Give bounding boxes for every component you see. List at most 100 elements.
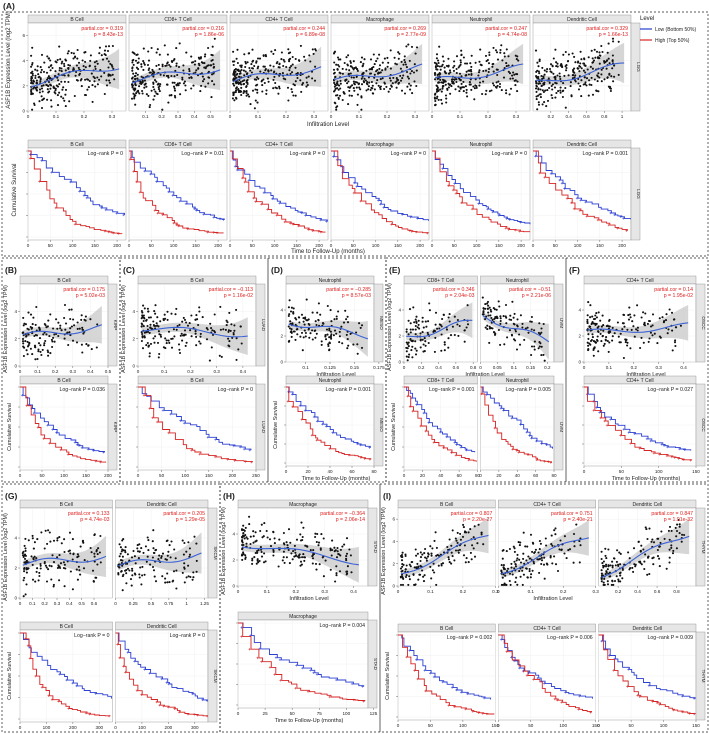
data-point — [489, 308, 492, 311]
x-tick-label: 0.1 — [302, 365, 309, 370]
data-point — [269, 64, 272, 67]
data-point — [518, 558, 521, 561]
data-point — [136, 73, 139, 76]
data-point — [551, 544, 554, 547]
data-point — [587, 301, 590, 304]
data-point — [67, 343, 70, 347]
data-point — [224, 328, 227, 331]
data-point — [578, 561, 581, 564]
data-point — [360, 83, 364, 86]
data-point — [288, 313, 291, 316]
data-point — [492, 307, 495, 310]
data-point — [440, 102, 444, 105]
data-point — [443, 343, 446, 346]
data-point — [454, 537, 457, 540]
data-point — [658, 557, 661, 560]
p-value-label: p = 1.29e-05 — [176, 517, 205, 523]
data-point — [447, 57, 450, 60]
facet-title: Dendritic Cell — [147, 624, 177, 630]
data-point — [228, 340, 231, 343]
data-point — [526, 576, 529, 579]
data-point — [43, 547, 46, 550]
data-point — [495, 86, 498, 89]
data-point — [514, 330, 517, 333]
y-axis-label: Cumulative Survival — [273, 401, 279, 449]
data-point — [646, 537, 649, 541]
data-point — [203, 62, 206, 65]
data-point — [477, 523, 480, 526]
data-point — [594, 56, 597, 59]
data-point — [472, 85, 475, 88]
x-tick-label: 0.3 — [321, 589, 328, 594]
data-point — [251, 48, 254, 51]
data-point — [532, 542, 535, 545]
data-point — [348, 548, 351, 551]
data-point — [119, 546, 122, 549]
data-point — [58, 554, 61, 557]
data-point — [305, 76, 308, 79]
data-point — [164, 347, 167, 350]
x-tick-label: 0 — [19, 473, 22, 478]
data-point — [527, 555, 530, 558]
data-point — [411, 340, 414, 343]
data-point — [536, 69, 539, 72]
data-point — [62, 86, 65, 89]
data-point — [339, 87, 342, 90]
data-point — [178, 82, 181, 85]
y-tick-label: 2 — [398, 334, 401, 339]
data-point — [60, 329, 63, 332]
data-point — [291, 558, 294, 561]
data-point — [46, 78, 49, 81]
data-point — [174, 69, 177, 72]
data-point — [31, 534, 34, 537]
data-point — [255, 61, 258, 64]
data-point — [607, 350, 610, 353]
x-tick-label: 200 — [165, 725, 173, 730]
data-point — [435, 57, 438, 60]
data-point — [207, 82, 210, 85]
data-point — [462, 80, 465, 83]
data-point — [492, 70, 495, 73]
data-point — [63, 303, 67, 307]
data-point — [541, 89, 544, 92]
data-point — [292, 307, 295, 310]
data-point — [81, 539, 85, 542]
x-tick-label: 50 — [39, 473, 45, 478]
data-point — [138, 550, 141, 553]
data-point — [184, 89, 187, 92]
data-point — [151, 565, 155, 569]
data-point — [110, 64, 113, 67]
data-point — [488, 325, 491, 328]
data-point — [207, 64, 210, 67]
data-point — [49, 352, 52, 355]
data-point — [502, 583, 505, 586]
x-tick-label: 20 — [496, 473, 502, 478]
data-point — [296, 328, 299, 331]
data-point — [130, 584, 133, 587]
data-point — [595, 316, 598, 319]
data-point — [175, 84, 178, 87]
data-point — [36, 538, 39, 541]
data-point — [451, 529, 454, 532]
data-point — [320, 340, 323, 343]
data-point — [615, 560, 618, 563]
data-point — [170, 60, 173, 63]
data-point — [35, 82, 38, 85]
data-point — [53, 333, 56, 336]
data-point — [143, 307, 146, 310]
y-tick-label: 0 — [14, 596, 17, 601]
data-point — [591, 315, 594, 318]
data-point — [70, 51, 73, 54]
data-point — [555, 91, 558, 95]
data-point — [131, 574, 134, 577]
data-point — [508, 579, 511, 583]
panel-borders — [1, 11, 709, 733]
data-point — [31, 72, 34, 75]
data-point — [345, 333, 348, 336]
data-point — [418, 327, 421, 330]
data-point — [108, 79, 111, 82]
data-point — [67, 80, 70, 84]
data-point — [147, 539, 150, 542]
data-point — [609, 564, 612, 567]
data-point — [350, 94, 353, 97]
